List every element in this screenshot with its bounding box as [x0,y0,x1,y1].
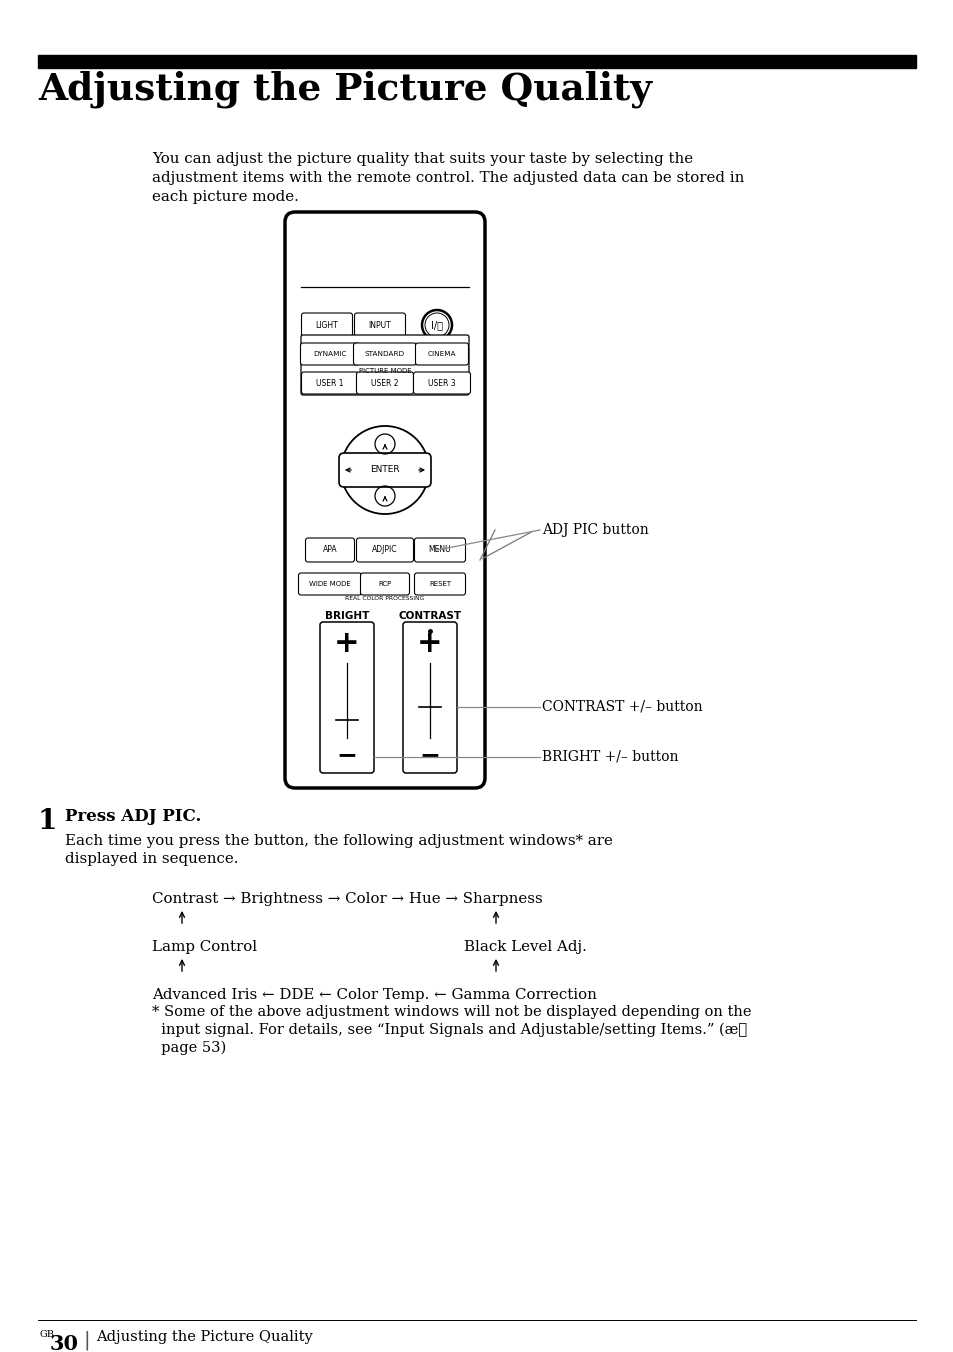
Text: * Some of the above adjustment windows will not be displayed depending on the: * Some of the above adjustment windows w… [152,1005,751,1019]
Text: USER 1: USER 1 [315,379,343,388]
FancyBboxPatch shape [300,343,359,365]
Text: +: + [334,629,359,657]
Text: Lamp Control: Lamp Control [152,940,257,955]
Text: |: | [84,1330,91,1349]
Text: BRIGHT +/– button: BRIGHT +/– button [541,750,678,764]
FancyBboxPatch shape [319,622,374,773]
Text: +: + [416,629,442,657]
Text: DYNAMIC: DYNAMIC [313,352,346,357]
Text: PICTURE MODE: PICTURE MODE [358,368,411,375]
FancyBboxPatch shape [285,212,484,788]
Text: adjustment items with the remote control. The adjusted data can be stored in: adjustment items with the remote control… [152,170,743,185]
Text: page 53): page 53) [152,1041,226,1056]
Text: −: − [419,744,440,767]
Bar [38,55,915,68]
Text: Black Level Adj.: Black Level Adj. [463,940,586,955]
Text: GB: GB [40,1330,55,1338]
Text: CONTRAST: CONTRAST [398,611,461,621]
Text: REAL COLOR PROCESSING: REAL COLOR PROCESSING [345,596,424,602]
FancyBboxPatch shape [301,335,469,395]
Text: MENU: MENU [428,545,451,554]
Text: 30: 30 [50,1334,79,1352]
Text: WIDE MODE: WIDE MODE [309,581,351,587]
Text: CINEMA: CINEMA [427,352,456,357]
FancyBboxPatch shape [413,372,470,393]
Text: ENTER: ENTER [370,465,399,475]
FancyBboxPatch shape [301,314,352,337]
FancyBboxPatch shape [360,573,409,595]
Text: You can adjust the picture quality that suits your taste by selecting the: You can adjust the picture quality that … [152,151,693,166]
FancyBboxPatch shape [305,538,355,562]
Text: each picture mode.: each picture mode. [152,191,298,204]
Text: Adjusting the Picture Quality: Adjusting the Picture Quality [96,1330,313,1344]
Text: BRIGHT: BRIGHT [324,611,369,621]
Text: ADJ PIC button: ADJ PIC button [541,523,648,537]
FancyBboxPatch shape [414,538,465,562]
FancyBboxPatch shape [356,538,413,562]
FancyBboxPatch shape [356,372,413,393]
Text: INPUT: INPUT [368,320,391,330]
FancyBboxPatch shape [402,622,456,773]
Text: Adjusting the Picture Quality: Adjusting the Picture Quality [38,70,651,108]
Text: RESET: RESET [429,581,451,587]
FancyBboxPatch shape [354,343,416,365]
Text: input signal. For details, see “Input Signals and Adjustable/setting Items.” (æ: input signal. For details, see “Input Si… [152,1023,746,1037]
FancyBboxPatch shape [416,343,468,365]
Text: APA: APA [322,545,337,554]
Text: LIGHT: LIGHT [315,320,338,330]
Text: displayed in sequence.: displayed in sequence. [65,852,238,867]
Text: I/⏻: I/⏻ [431,320,442,330]
Text: ADJPIC: ADJPIC [372,545,397,554]
FancyBboxPatch shape [338,453,431,487]
Text: USER 2: USER 2 [371,379,398,388]
Text: Advanced Iris ← DDE ← Color Temp. ← Gamma Correction: Advanced Iris ← DDE ← Color Temp. ← Gamm… [152,988,597,1002]
Text: 1: 1 [38,808,57,836]
Text: STANDARD: STANDARD [365,352,405,357]
Text: Contrast → Brightness → Color → Hue → Sharpness: Contrast → Brightness → Color → Hue → Sh… [152,892,542,906]
FancyBboxPatch shape [301,372,358,393]
Text: Press ADJ PIC.: Press ADJ PIC. [65,808,201,825]
Text: Each time you press the button, the following adjustment windows* are: Each time you press the button, the foll… [65,834,612,848]
FancyBboxPatch shape [414,573,465,595]
Text: RCP: RCP [378,581,392,587]
Text: USER 3: USER 3 [428,379,456,388]
Text: CONTRAST +/– button: CONTRAST +/– button [541,700,702,714]
FancyBboxPatch shape [355,314,405,337]
FancyBboxPatch shape [298,573,361,595]
Text: −: − [336,744,357,767]
